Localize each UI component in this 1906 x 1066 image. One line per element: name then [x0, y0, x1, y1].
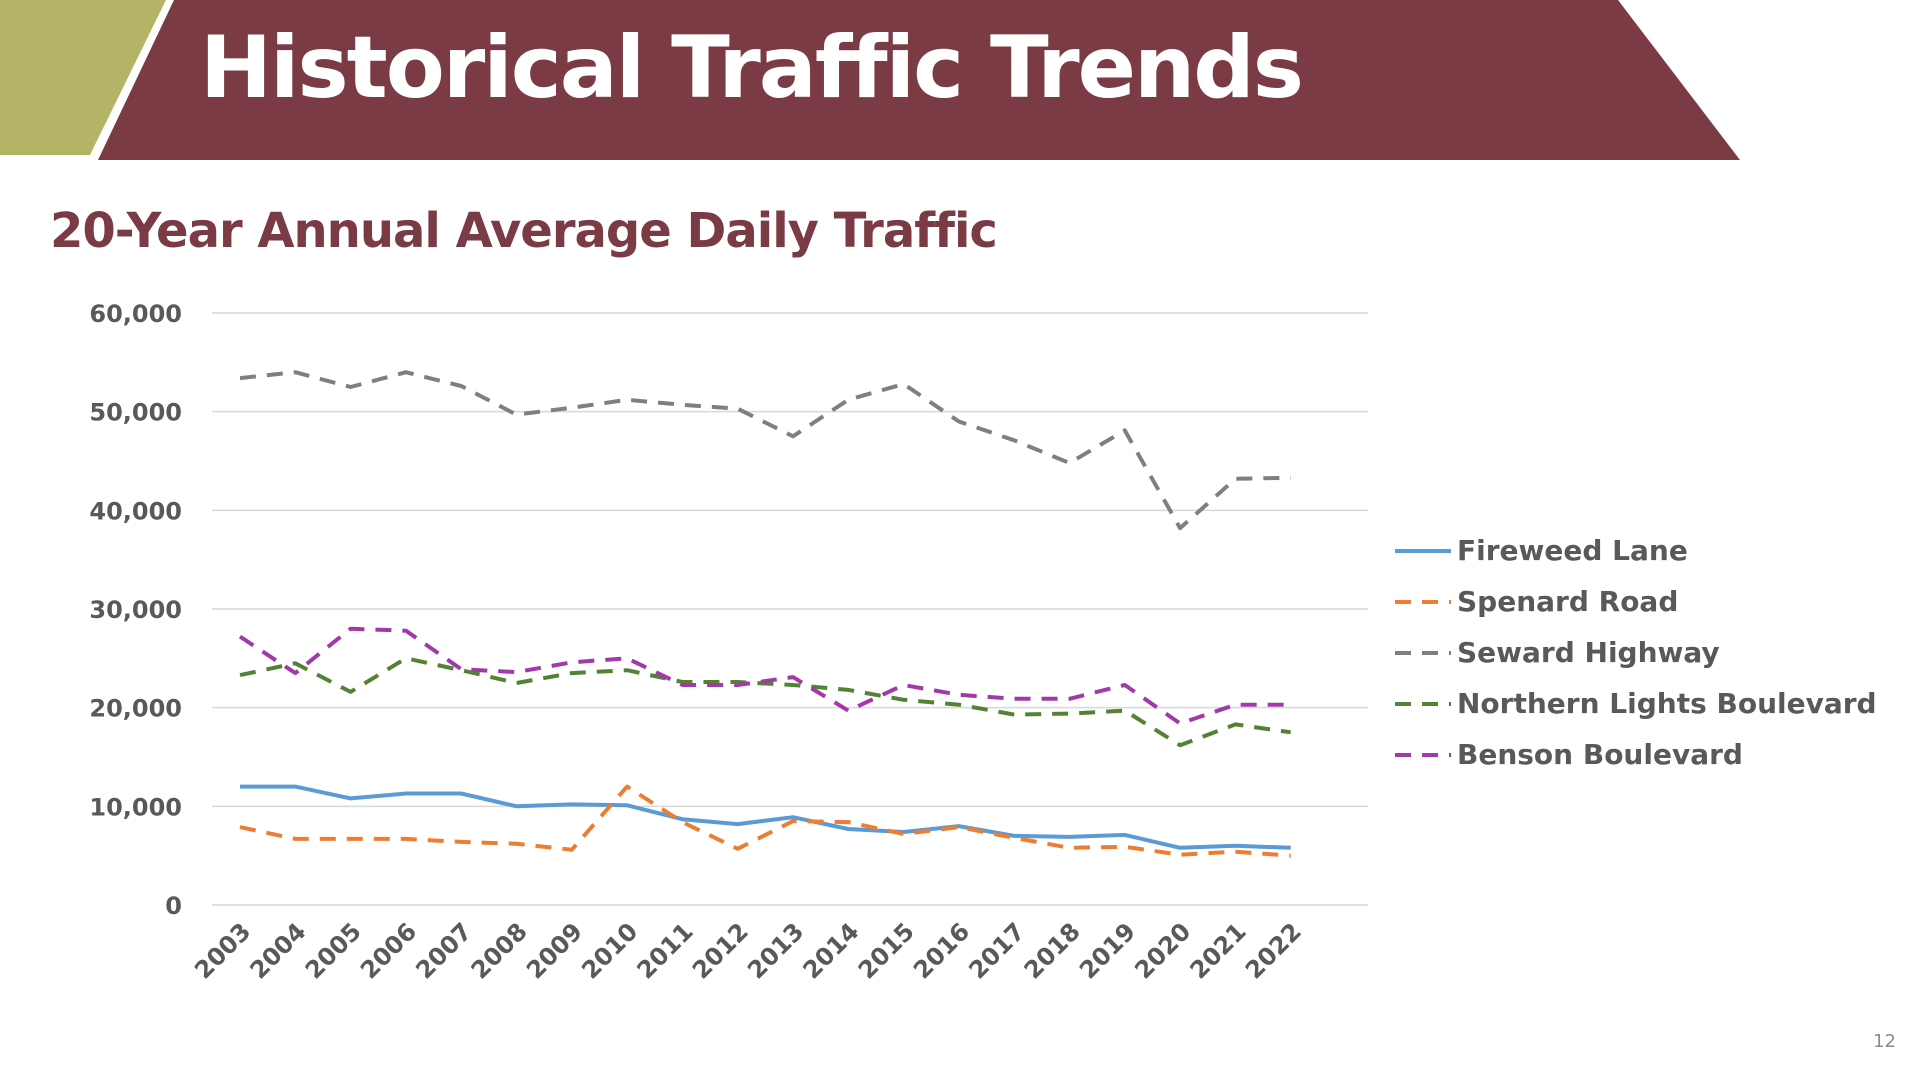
series-line-northern-lights-boulevard — [239, 656, 1291, 748]
x-tick-label: 2008 — [466, 917, 533, 984]
y-tick-label: 20,000 — [89, 695, 182, 723]
series-lines — [238, 370, 1291, 858]
x-tick-label: 2004 — [245, 917, 312, 984]
y-tick-label: 60,000 — [89, 300, 182, 328]
legend-label: Spenard Road — [1457, 585, 1679, 618]
x-tick-label: 2012 — [687, 917, 754, 984]
page-number: 12 — [1873, 1031, 1896, 1052]
gridlines — [212, 312, 1368, 906]
slide-title: Historical Traffic Trends — [200, 18, 1304, 118]
x-tick-label: 2016 — [908, 917, 975, 984]
x-tick-label: 2021 — [1185, 917, 1252, 984]
legend-swatch — [1395, 548, 1451, 553]
series-line-spenard-road — [239, 784, 1291, 858]
legend-item: Northern Lights Boulevard — [1395, 678, 1877, 729]
x-axis-tick-labels: 2003200420052006200720082009201020112012… — [189, 917, 1307, 984]
x-tick-label: 2018 — [1019, 917, 1086, 984]
x-tick-label: 2015 — [853, 917, 920, 984]
y-tick-label: 40,000 — [89, 497, 182, 525]
legend-label: Benson Boulevard — [1457, 738, 1743, 771]
legend-label: Seward Highway — [1457, 636, 1720, 669]
series-line-fireweed-lane — [240, 784, 1291, 850]
legend-item: Fireweed Lane — [1395, 525, 1877, 576]
legend-item: Seward Highway — [1395, 627, 1877, 678]
y-tick-label: 30,000 — [89, 596, 182, 624]
x-tick-label: 2013 — [742, 917, 809, 984]
y-tick-label: 10,000 — [89, 793, 182, 821]
legend-swatch — [1395, 752, 1451, 757]
legend-item: Spenard Road — [1395, 576, 1877, 627]
legend-swatch — [1395, 701, 1451, 706]
title-banner — [0, 0, 1740, 160]
legend-item: Benson Boulevard — [1395, 729, 1877, 780]
legend-label: Northern Lights Boulevard — [1457, 687, 1877, 720]
x-tick-label: 2014 — [798, 917, 865, 984]
x-tick-label: 2022 — [1240, 917, 1307, 984]
x-tick-label: 2007 — [410, 917, 477, 984]
chart-legend: Fireweed Lane Spenard Road Seward Highway N… — [1395, 525, 1877, 780]
y-tick-label: 50,000 — [89, 399, 182, 427]
y-tick-label: 0 — [165, 892, 182, 920]
legend-swatch — [1395, 650, 1451, 655]
x-tick-label: 2006 — [355, 917, 422, 984]
chart-title: 20-Year Annual Average Daily Traffic — [50, 203, 998, 259]
y-axis-tick-labels: 0 10,000 20,000 30,000 40,000 50,000 60,000 — [89, 300, 182, 920]
legend-swatch — [1395, 599, 1451, 604]
x-tick-label: 2011 — [632, 917, 699, 984]
series-line-benson-boulevard — [238, 626, 1291, 726]
x-tick-label: 2017 — [963, 917, 1030, 984]
x-tick-label: 2005 — [300, 917, 367, 984]
x-tick-label: 2010 — [576, 917, 643, 984]
x-tick-label: 2020 — [1129, 917, 1196, 984]
x-tick-label: 2009 — [521, 917, 588, 984]
title-band — [98, 0, 1740, 160]
x-tick-label: 2003 — [189, 917, 256, 984]
legend-label: Fireweed Lane — [1457, 534, 1688, 567]
accent-band — [0, 0, 166, 155]
x-tick-label: 2019 — [1074, 917, 1141, 984]
series-line-seward-highway — [239, 370, 1291, 531]
